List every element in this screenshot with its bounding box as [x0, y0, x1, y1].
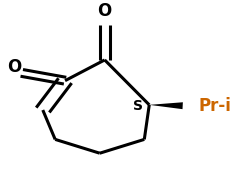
Text: Pr-i: Pr-i: [199, 97, 232, 115]
Text: O: O: [7, 58, 21, 76]
Text: O: O: [98, 2, 112, 20]
Polygon shape: [149, 102, 183, 109]
Text: S: S: [133, 99, 143, 113]
